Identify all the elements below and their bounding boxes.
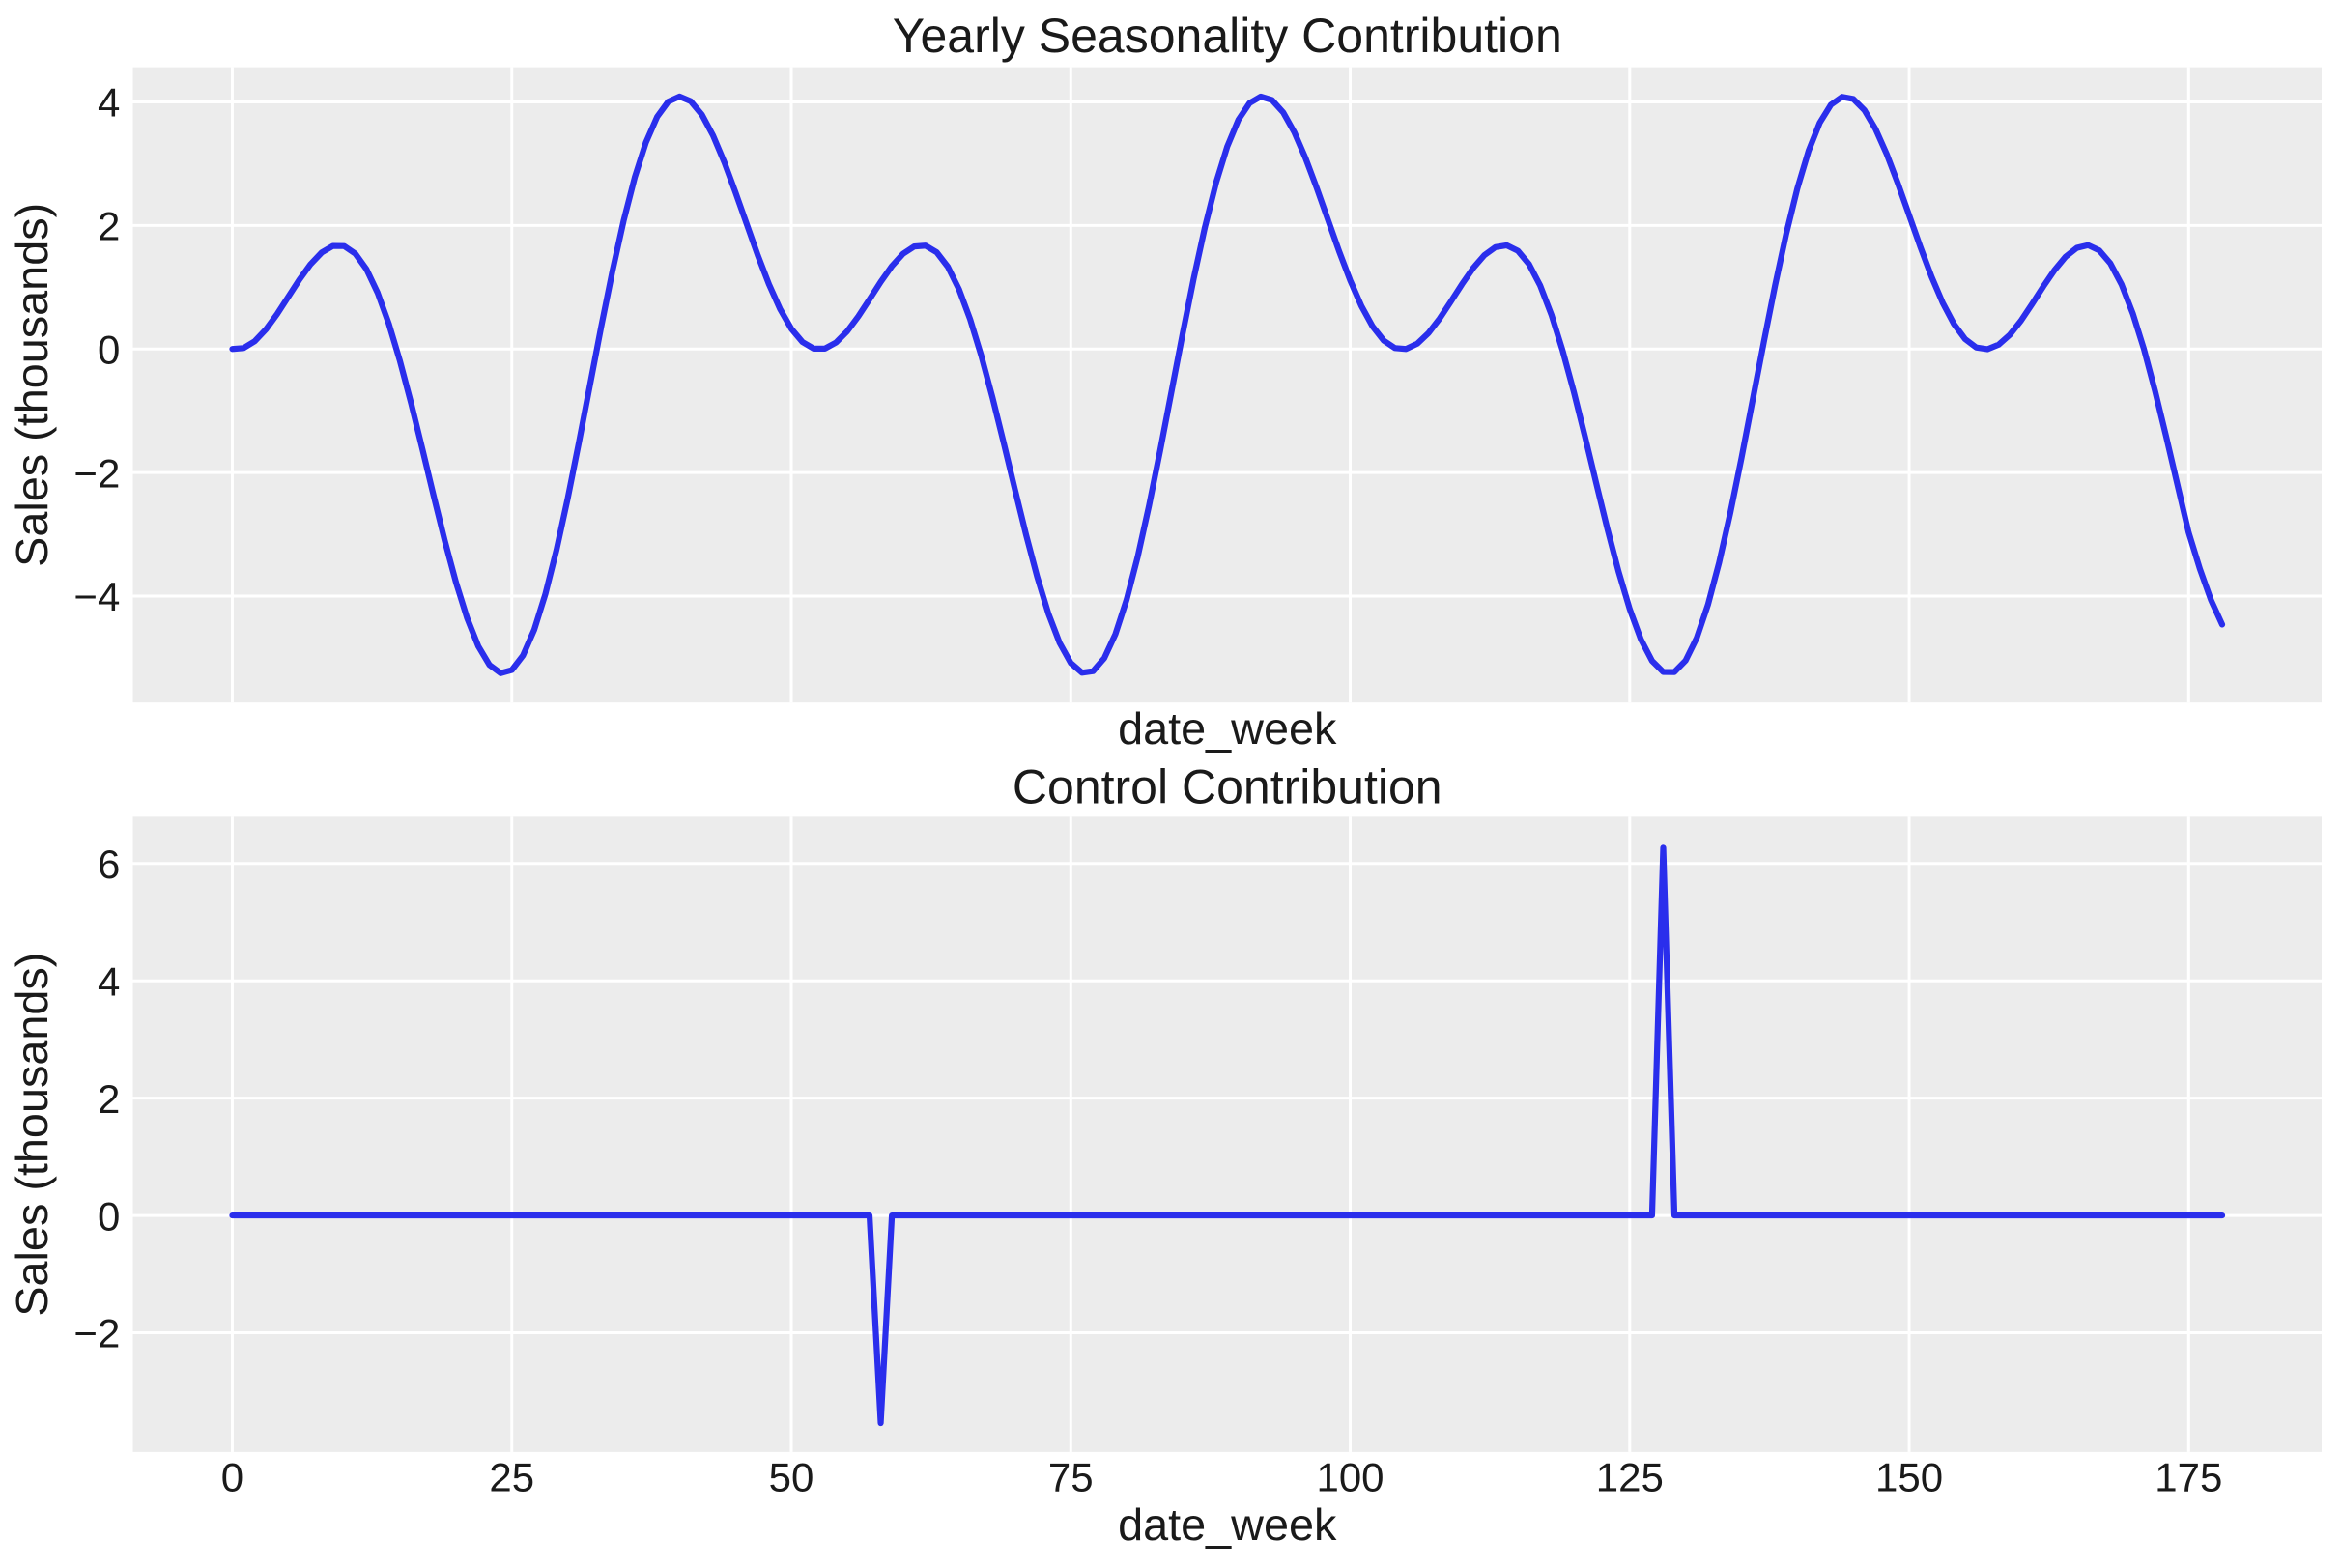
svg-text:75: 75 xyxy=(1048,1455,1094,1500)
svg-text:25: 25 xyxy=(489,1455,534,1500)
svg-text:4: 4 xyxy=(98,958,120,1004)
svg-text:−4: −4 xyxy=(73,574,120,619)
svg-text:150: 150 xyxy=(1875,1455,1943,1500)
svg-text:date_week: date_week xyxy=(1118,1499,1337,1550)
svg-text:0: 0 xyxy=(98,327,120,372)
svg-text:Sales (thousands): Sales (thousands) xyxy=(7,203,57,567)
svg-text:6: 6 xyxy=(98,841,120,887)
svg-text:date_week: date_week xyxy=(1118,703,1337,754)
svg-text:4: 4 xyxy=(98,80,120,126)
svg-text:50: 50 xyxy=(769,1455,814,1500)
svg-text:0: 0 xyxy=(98,1193,120,1239)
svg-text:175: 175 xyxy=(2155,1455,2222,1500)
svg-text:−2: −2 xyxy=(73,1311,120,1356)
svg-text:Yearly Seasonality Contributio: Yearly Seasonality Contribution xyxy=(893,9,1562,63)
svg-text:100: 100 xyxy=(1316,1455,1384,1500)
svg-text:−2: −2 xyxy=(73,450,120,496)
svg-text:0: 0 xyxy=(221,1455,243,1500)
svg-text:125: 125 xyxy=(1596,1455,1664,1500)
svg-text:Control Contribution: Control Contribution xyxy=(1013,759,1442,813)
svg-text:2: 2 xyxy=(98,1076,120,1122)
svg-text:Sales (thousands): Sales (thousands) xyxy=(7,953,57,1317)
svg-text:2: 2 xyxy=(98,204,120,249)
